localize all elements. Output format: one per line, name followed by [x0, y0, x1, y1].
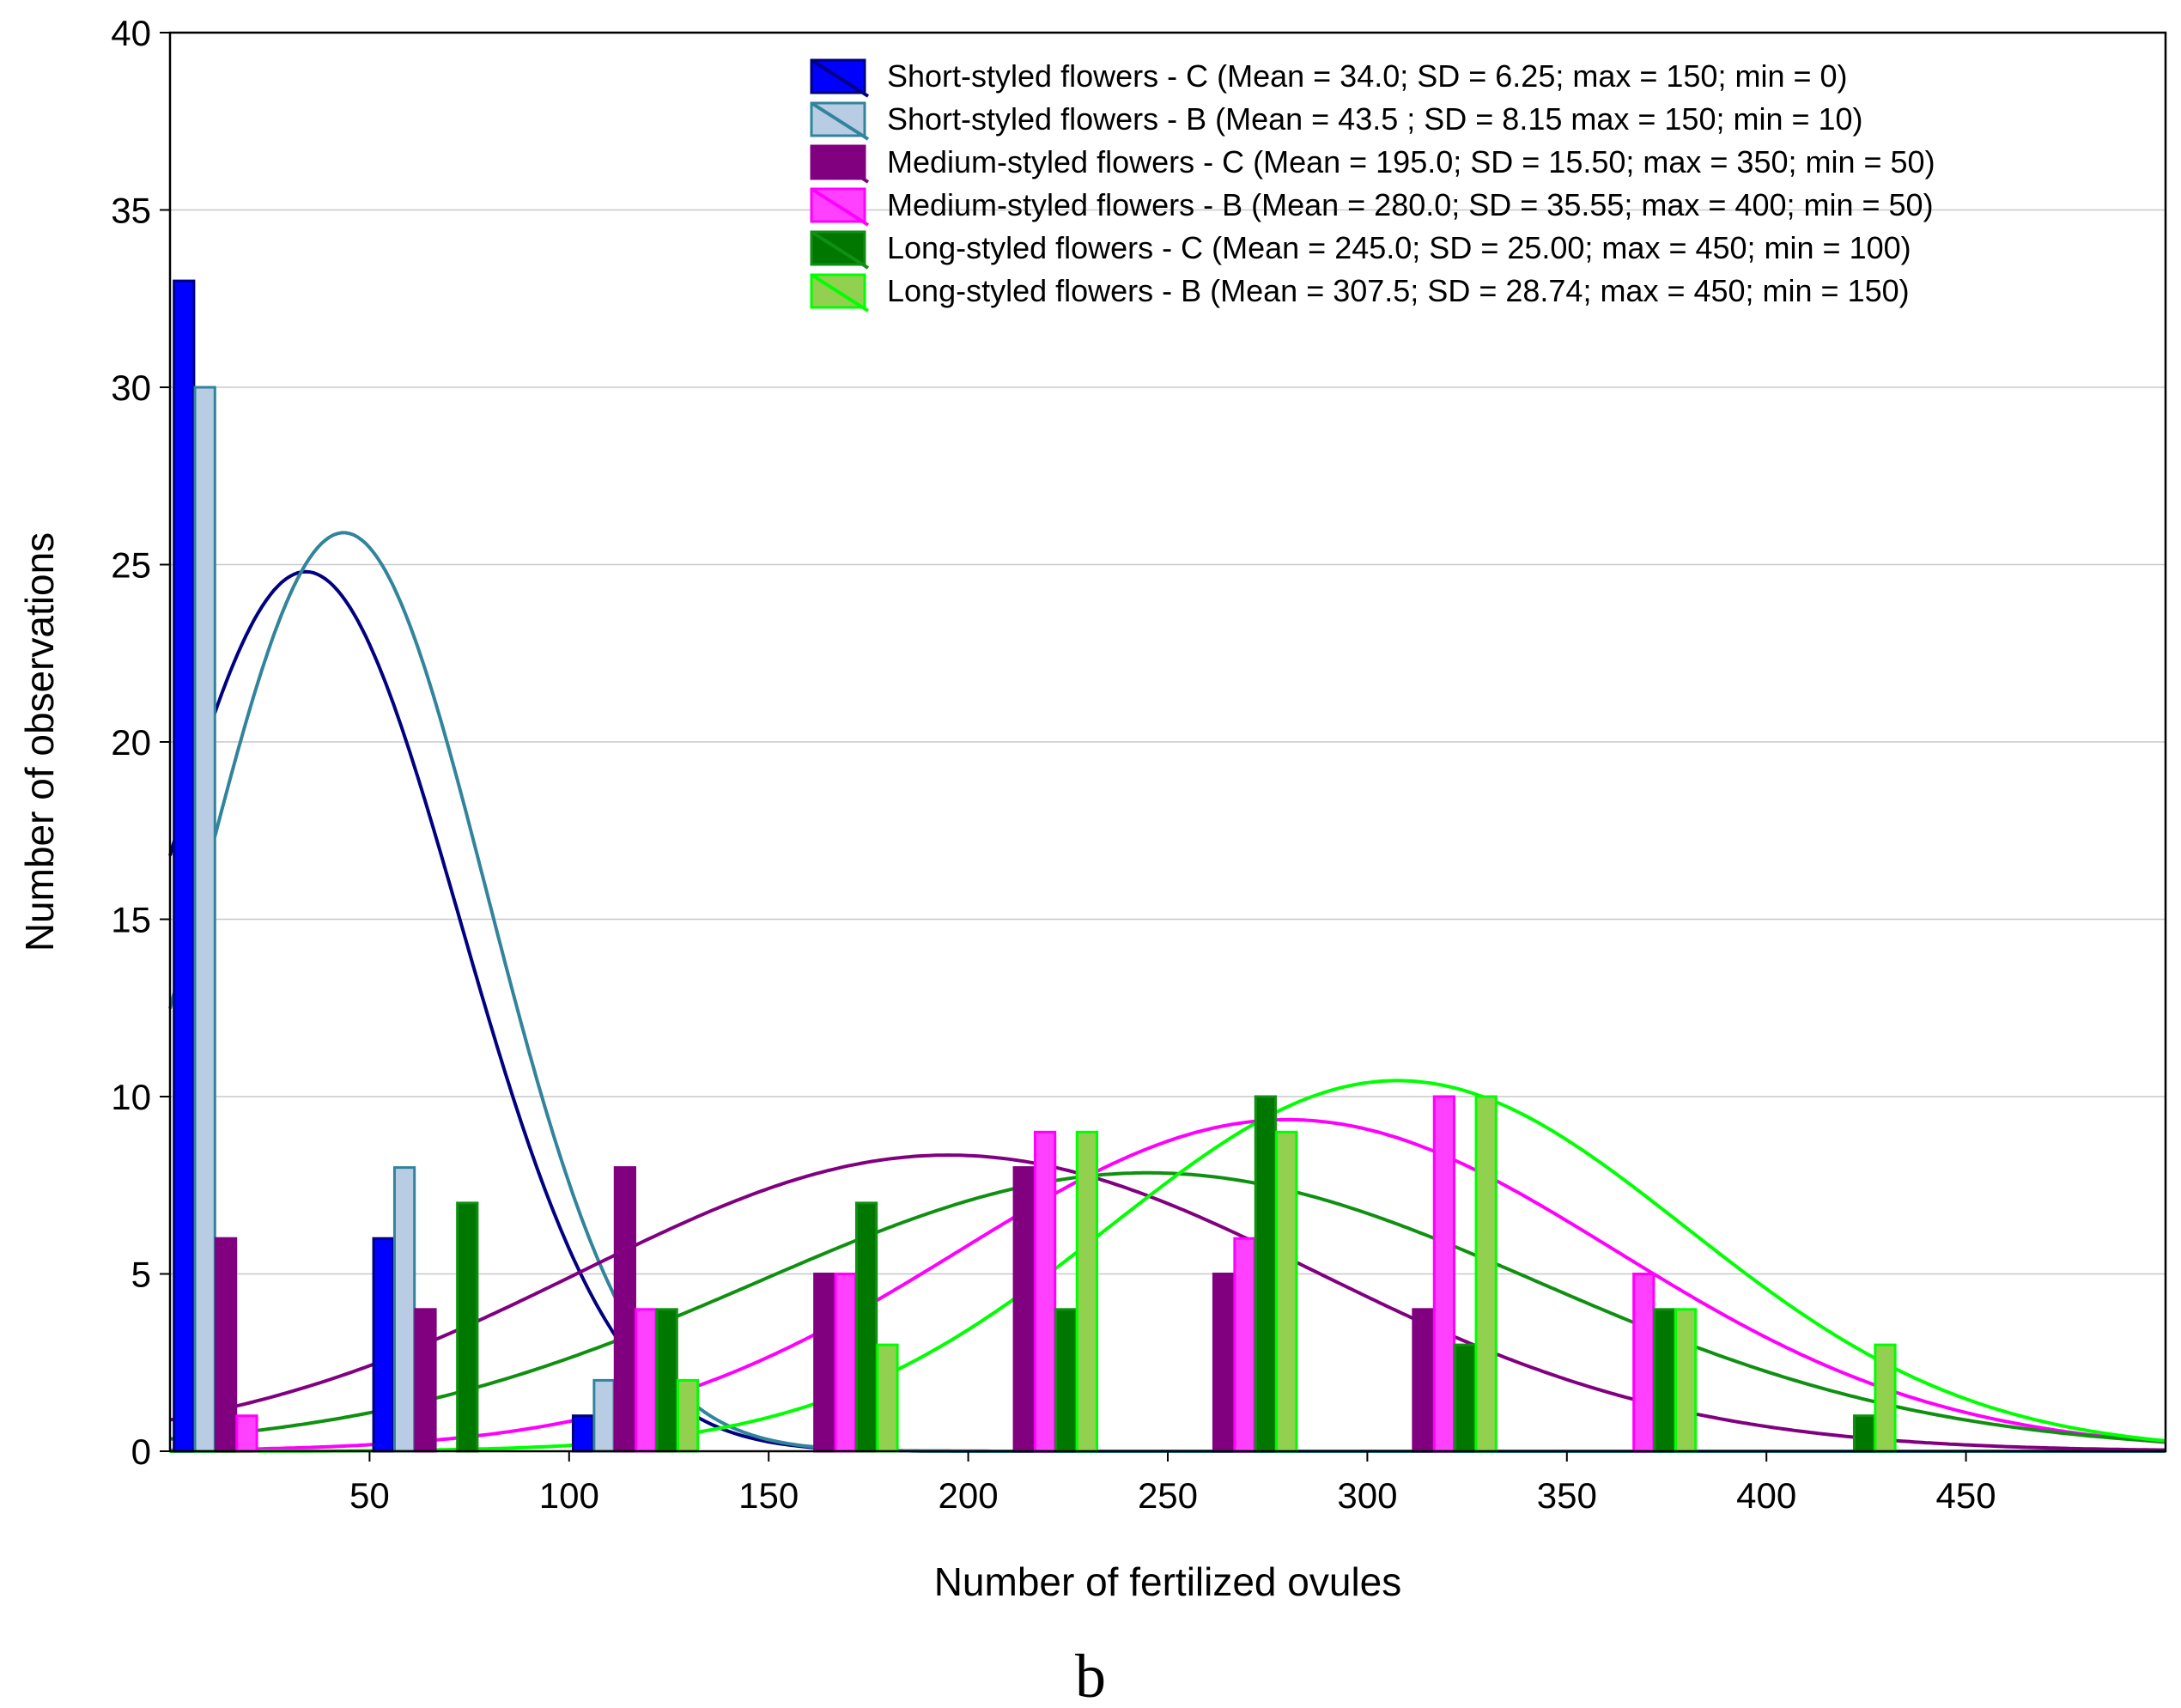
histogram-bar [1432, 1095, 1455, 1453]
legend-line-sample [810, 230, 870, 270]
legend-label: Long-styled flowers - C (Mean = 245.0; S… [887, 230, 1911, 265]
histogram-bar [1075, 1130, 1098, 1453]
x-tick-label: 350 [1537, 1475, 1597, 1516]
panel-label: b [1075, 1642, 1106, 1708]
fit-curve [169, 1153, 2166, 1452]
histogram-bar [1632, 1273, 1655, 1453]
histogram-bars [173, 279, 1897, 1453]
y-axis-ticks: 0 5 10 15 20 25 30 35 40 [111, 13, 170, 1472]
y-tick-label: 5 [131, 1255, 151, 1295]
x-tick-label: 300 [1337, 1475, 1397, 1516]
legend-label: Medium-styled flowers - C (Mean = 195.0;… [887, 144, 1935, 179]
histogram-bar [834, 1273, 857, 1453]
histogram-bar [613, 1166, 636, 1453]
histogram-bar [193, 386, 216, 1453]
x-tick-label: 400 [1736, 1475, 1796, 1516]
histogram-bar [1412, 1308, 1435, 1453]
x-axis-ticks: 50 100 150 200 250 300 350 400 450 [349, 1451, 1996, 1516]
histogram-bar [1233, 1237, 1256, 1453]
x-axis-title: Number of fertilized ovules [934, 1559, 1402, 1604]
histogram-bar [214, 1237, 238, 1453]
histogram-bar [414, 1308, 437, 1453]
y-tick-label: 30 [111, 368, 151, 408]
legend-label: Short-styled flowers - B (Mean = 43.5 ; … [887, 101, 1863, 137]
histogram-bar [876, 1343, 899, 1453]
y-tick-label: 40 [111, 13, 151, 53]
x-tick-label: 150 [738, 1475, 799, 1516]
legend-line-sample [810, 101, 870, 141]
y-tick-label: 0 [131, 1431, 151, 1472]
legend-label: Medium-styled flowers - B (Mean = 280.0;… [887, 187, 1934, 222]
y-tick-label: 20 [111, 722, 151, 763]
fit-curve [169, 1170, 2166, 1444]
histogram-bar [1474, 1095, 1498, 1453]
fit-curve [169, 1079, 2166, 1453]
histogram-bar [1275, 1130, 1298, 1453]
histogram-bar [592, 1378, 616, 1453]
legend-label: Short-styled flowers - C (Mean = 34.0; S… [887, 58, 1848, 94]
histogram-bar [655, 1308, 678, 1453]
histogram-bar [854, 1201, 878, 1453]
histogram-bar [173, 279, 196, 1453]
histogram-bar [1033, 1130, 1057, 1453]
histogram-bar [1212, 1273, 1236, 1453]
histogram-bar [235, 1414, 258, 1453]
histogram-bar [456, 1201, 479, 1453]
legend-line-sample [810, 58, 870, 98]
fit-curve [169, 1117, 2166, 1452]
histogram-bar [635, 1308, 658, 1453]
x-tick-label: 250 [1138, 1475, 1198, 1516]
y-tick-label: 25 [111, 545, 151, 586]
y-tick-label: 35 [111, 191, 151, 231]
legend-line-sample [810, 144, 870, 184]
y-tick-label: 10 [111, 1077, 151, 1117]
histogram-bar [1054, 1308, 1078, 1453]
histogram-bar [676, 1378, 700, 1453]
y-tick-label: 15 [111, 900, 151, 940]
grid-lines [170, 209, 2166, 1275]
histogram-bar [1254, 1095, 1277, 1453]
histogram-bar [392, 1166, 416, 1453]
histogram-bar [1674, 1308, 1698, 1453]
y-axis-title: Number of observations [17, 532, 62, 951]
histogram-bar [372, 1237, 395, 1453]
x-tick-label: 100 [539, 1475, 599, 1516]
histogram-bar [1454, 1343, 1477, 1453]
legend: Short-styled flowers - C (Mean = 34.0; S… [810, 58, 1935, 313]
legend-label: Long-styled flowers - B (Mean = 307.5; S… [887, 273, 1910, 308]
histogram-bar [1874, 1343, 1897, 1453]
x-tick-label: 450 [1936, 1475, 1996, 1516]
x-tick-label: 200 [939, 1475, 999, 1516]
legend-line-sample [810, 273, 870, 313]
histogram-bar [1653, 1308, 1676, 1453]
legend-line-sample [810, 187, 870, 227]
histogram-bar [1852, 1414, 1876, 1453]
histogram-bar [813, 1273, 836, 1453]
histogram-bar [1012, 1166, 1036, 1453]
x-tick-label: 50 [349, 1475, 390, 1516]
histogram-bar [571, 1414, 595, 1453]
